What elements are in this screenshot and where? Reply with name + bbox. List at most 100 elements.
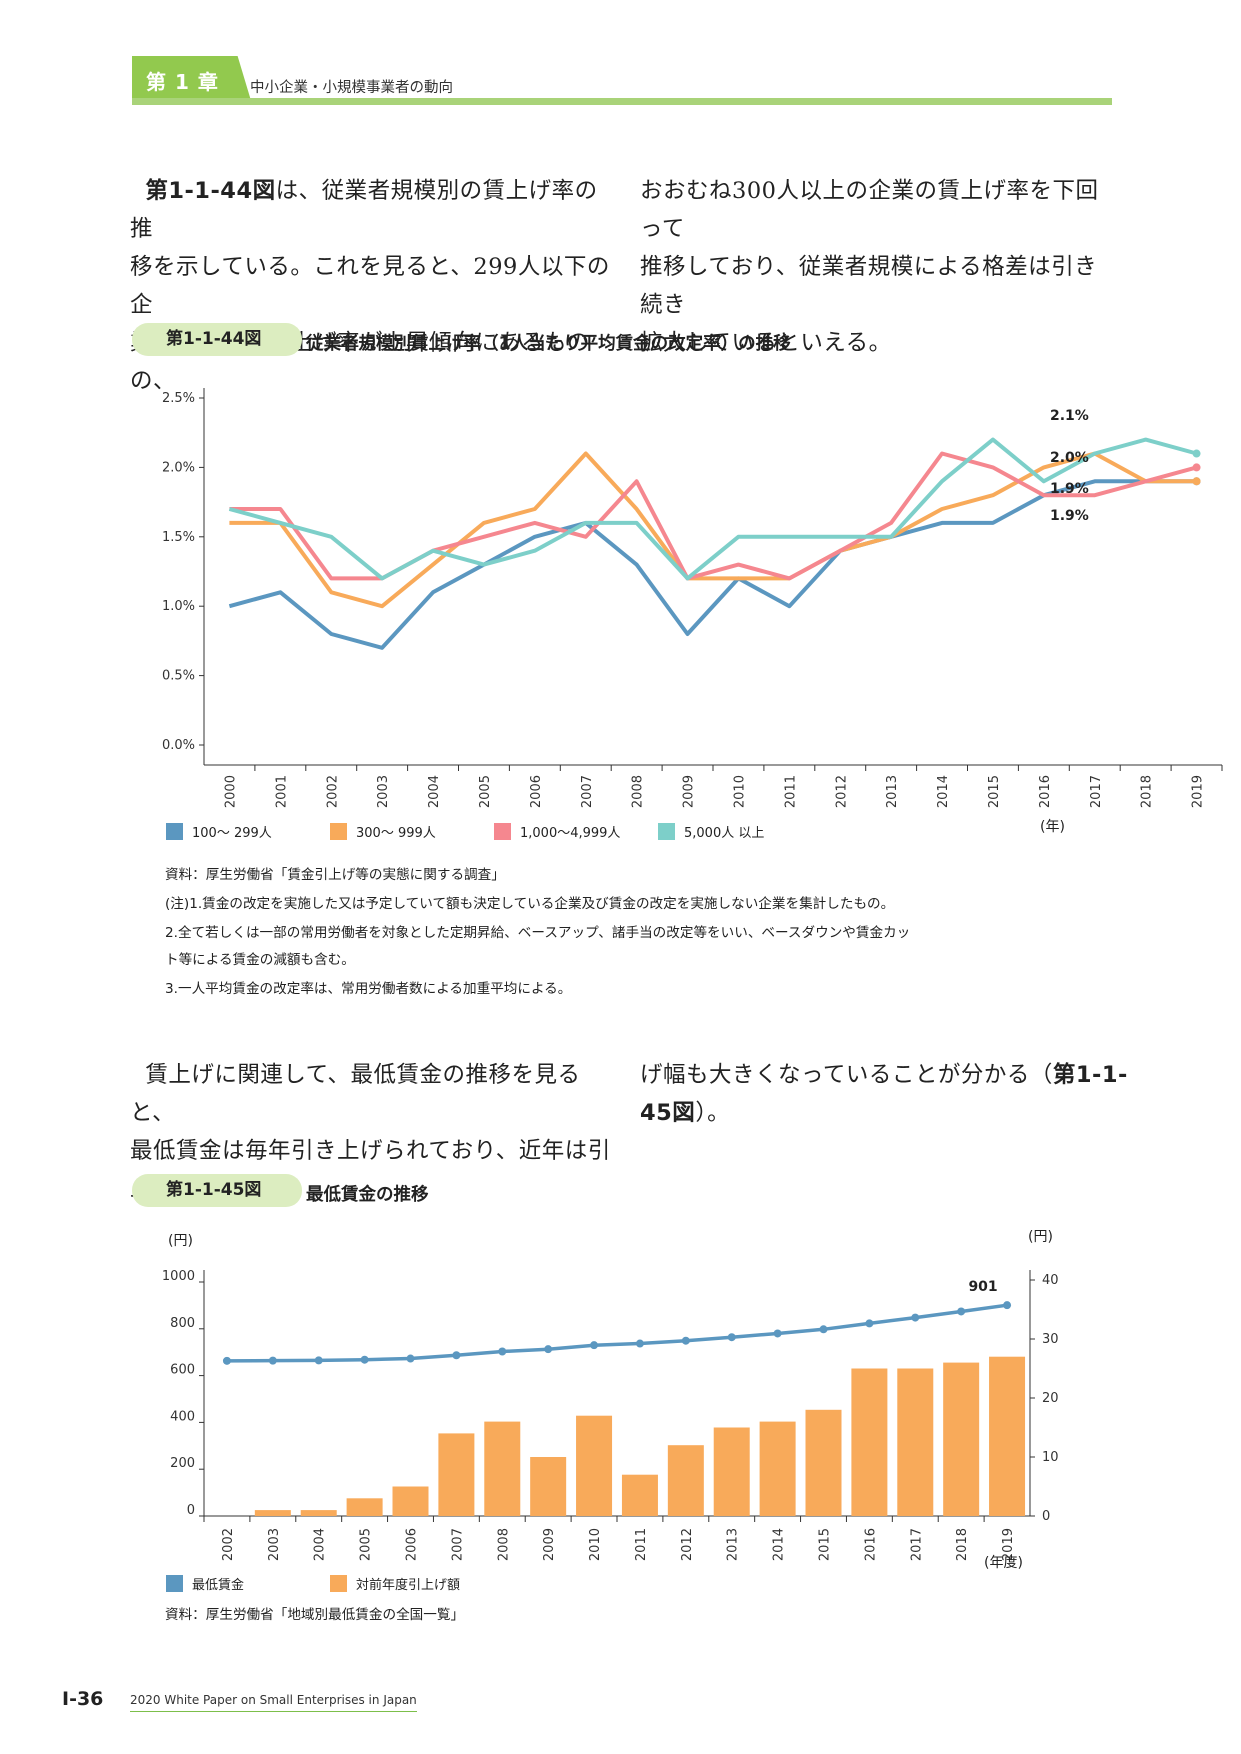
minimum-wage-point: [544, 1345, 553, 1354]
y-tick-label: 0.0%: [162, 738, 195, 753]
minimum-wage-point: [590, 1341, 599, 1350]
left-y-tick-label: 400: [170, 1409, 195, 1424]
publication-title: 2020 White Paper on Small Enterprises in…: [130, 1693, 417, 1712]
figure-ref: 第1-1-: [1052, 1062, 1128, 1088]
increase-bar: [346, 1498, 383, 1516]
y-tick-label: 2.0%: [162, 460, 195, 475]
x-tick-label: 2015: [987, 775, 1002, 808]
legend-swatch: [330, 823, 347, 840]
x-tick-label: 2012: [680, 1528, 695, 1561]
minimum-wage-point: [681, 1336, 690, 1345]
x-tick-label: 2007: [580, 775, 595, 808]
x-tick-label: 2007: [450, 1528, 465, 1561]
legend-item: 300～ 999人: [330, 822, 436, 841]
increase-bar: [484, 1421, 521, 1516]
legend-item: 100～ 299人: [166, 822, 272, 841]
y-tick-label: 1.5%: [162, 530, 195, 545]
right-y-tick-label: 40: [1042, 1273, 1059, 1288]
increase-bar: [897, 1368, 934, 1516]
minimum-wage-point: [727, 1333, 736, 1342]
left-y-tick-label: 600: [170, 1363, 195, 1378]
minimum-wage-point: [360, 1355, 369, 1364]
minimum-wage-point: [957, 1307, 966, 1316]
end-value-label: 2.0%: [1050, 450, 1089, 466]
minimum-wage-point: [314, 1356, 323, 1365]
figure-45-right-unit: (円): [1028, 1229, 1053, 1245]
right-y-tick-label: 10: [1042, 1450, 1059, 1465]
x-tick-label: 2006: [529, 775, 544, 808]
legend-label: 1,000～4,999人: [520, 826, 621, 841]
legend-label: 対前年度引上げ額: [356, 1578, 461, 1593]
figure-ref: 第1-1-44図: [145, 178, 276, 204]
x-tick-label: 2008: [496, 1528, 511, 1561]
x-tick-label: 2009: [682, 775, 697, 808]
right-y-tick-label: 20: [1042, 1391, 1059, 1406]
figure-44-x-unit: (年): [1040, 819, 1065, 835]
x-tick-label: 2001: [274, 775, 289, 808]
figure-45-title: 最低賃金の推移: [306, 1185, 429, 1205]
minimum-wage-point: [222, 1356, 231, 1365]
legend-item: 1,000～4,999人: [494, 822, 620, 841]
header-rule: [132, 98, 1112, 105]
x-tick-label: 2010: [732, 775, 747, 808]
minimum-wage-point: [268, 1356, 277, 1365]
increase-bar: [851, 1368, 888, 1516]
increase-bar: [576, 1415, 613, 1516]
x-tick-label: 2000: [223, 775, 238, 808]
legend-label: 最低賃金: [192, 1578, 245, 1593]
end-value-label: 1.9%: [1050, 508, 1089, 524]
minimum-wage-point: [498, 1347, 507, 1356]
increase-bar: [438, 1433, 475, 1516]
legend-label: 300～ 999人: [356, 826, 436, 841]
series-end-point: [1192, 449, 1201, 458]
figure-45-x-unit: (年度): [984, 1555, 1023, 1571]
legend-swatch: [494, 823, 511, 840]
minimum-wage-line: [226, 1303, 1008, 1363]
increase-bar: [989, 1356, 1026, 1516]
figure-44-source: 資料：厚生労働省「賃金引上げ等の実態に関する調査」: [165, 867, 505, 883]
legend-swatch: [166, 823, 183, 840]
series-line: [228, 479, 1197, 650]
increase-bar: [713, 1427, 750, 1516]
minimum-wage-point: [865, 1319, 874, 1328]
end-value-label: 2.1%: [1050, 408, 1089, 424]
paragraph-2-right: げ幅も大きくなっていることが分かる（第1-1- 45図）。: [640, 1062, 1128, 1126]
series-end-point: [1192, 463, 1201, 472]
minimum-wage-point: [819, 1325, 828, 1334]
x-tick-label: 2002: [221, 1528, 236, 1561]
right-y-tick-label: 0: [1042, 1509, 1050, 1524]
x-tick-label: 2003: [376, 775, 391, 808]
increase-bar: [805, 1409, 842, 1516]
figure-ref: 45図: [640, 1100, 696, 1126]
x-tick-label: 2009: [542, 1528, 557, 1561]
x-tick-label: 2014: [936, 775, 951, 808]
increase-bar: [943, 1362, 980, 1516]
legend-item: 最低賃金: [166, 1574, 244, 1593]
x-tick-label: 2017: [909, 1528, 924, 1561]
x-tick-label: 2018: [955, 1528, 970, 1561]
left-y-tick-label: 800: [170, 1316, 195, 1331]
x-tick-label: 2019: [1191, 775, 1206, 808]
minimum-wage-point: [1003, 1301, 1012, 1310]
x-tick-label: 2018: [1140, 775, 1155, 808]
minimum-wage-point: [635, 1339, 644, 1348]
series-end-point: [1192, 477, 1201, 486]
x-tick-label: 2012: [834, 775, 849, 808]
x-tick-label: 2003: [267, 1528, 282, 1561]
x-tick-label: 2011: [634, 1528, 649, 1561]
chapter-label: 第 1 章: [146, 70, 219, 94]
paragraph-1-left: 第1-1-44図は、従業者規模別の賃上げ率の推 移を示している。これを見ると、2…: [130, 178, 610, 394]
figure-44-note-3: 3.一人平均賃金の改定率は、常用労働者数による加重平均による。: [165, 981, 572, 997]
x-tick-label: 2011: [783, 775, 798, 808]
x-tick-label: 2010: [588, 1528, 603, 1561]
paragraph-1-right: おおむね300人以上の企業の賃上げ率を下回って 推移しており、従業者規模による格…: [640, 178, 1099, 356]
x-tick-label: 2013: [885, 775, 900, 808]
left-y-tick-label: 1000: [162, 1269, 195, 1284]
y-tick-label: 1.0%: [162, 599, 195, 614]
figure-44-note-1: (注)1.賃金の改定を実施した又は予定していて額も決定している企業及び賃金の改定…: [165, 896, 895, 912]
end-value-label: 1.9%: [1050, 481, 1089, 497]
x-tick-label: 2004: [427, 775, 442, 808]
x-tick-label: 2016: [1038, 775, 1053, 808]
x-tick-label: 2019: [1001, 1528, 1016, 1561]
x-tick-label: 2002: [325, 775, 340, 808]
